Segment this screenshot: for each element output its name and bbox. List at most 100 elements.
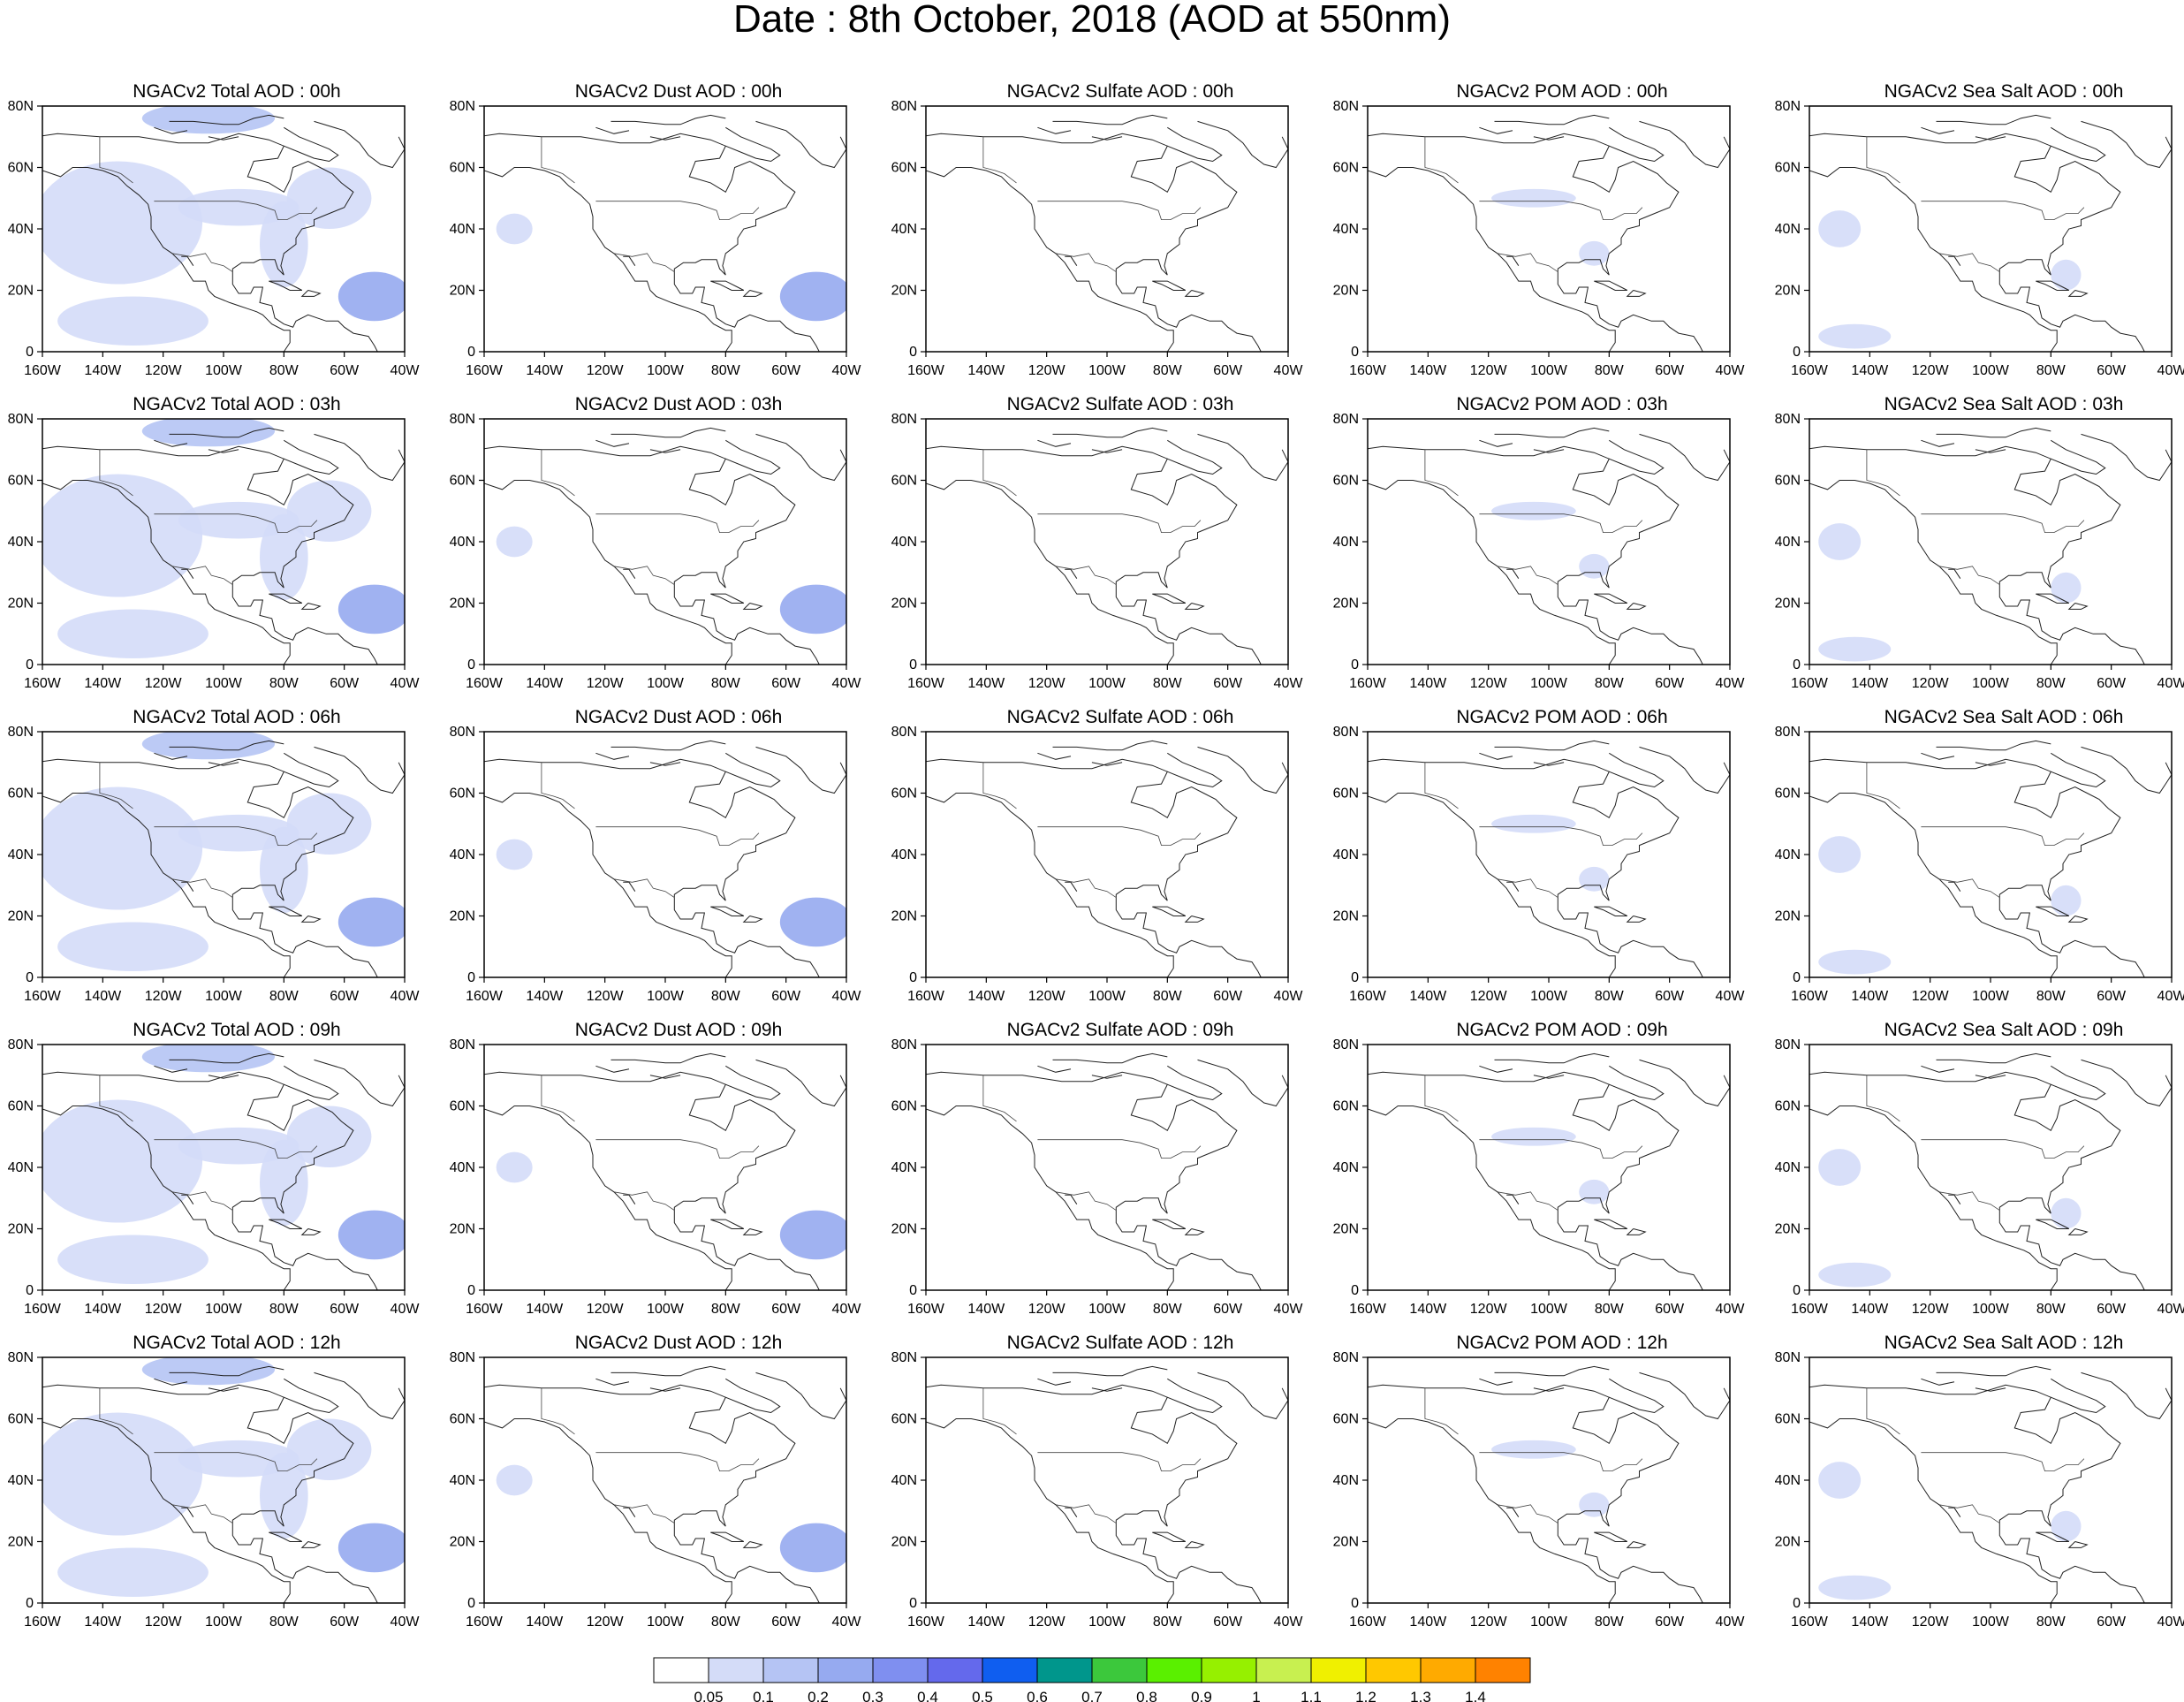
coastline [1184, 916, 1205, 923]
coastline [1167, 1065, 1223, 1101]
lon-tick-label: 40W [1716, 989, 1746, 1004]
lon-tick-label: 140W [84, 676, 122, 691]
coastline [1809, 758, 2145, 977]
coastline [2051, 1065, 2106, 1101]
coastline [1594, 1531, 1628, 1542]
coastline [1506, 568, 1520, 579]
lat-tick-label: 0 [26, 657, 34, 672]
country-border [1921, 513, 2085, 533]
country-border [99, 1075, 133, 1122]
map-panel: NGACv2 Dust AOD : 12h 0 20N 40N 60N 80N 160W 14… [450, 1333, 873, 1638]
map-plot: 0 20N 40N 60N 80N 160W 140W 120W 100W 80W 60W 40W [1333, 725, 1746, 1004]
lat-tick-label: 0 [1793, 1596, 1801, 1611]
map-panel: NGACv2 Sea Salt AOD : 03h 0 20N 40N 60N 80N 16… [1775, 394, 2184, 700]
aod-region [337, 584, 405, 634]
lat-tick-label: 60N [891, 1412, 917, 1427]
coastline [1184, 603, 1205, 610]
colorbar-label: 0.9 [1191, 1689, 1212, 1702]
panel-title: NGACv2 Total AOD : 12h [133, 1333, 341, 1353]
colorbar-label: 0.7 [1081, 1689, 1103, 1702]
map-plot: 0 20N 40N 60N 80N 160W 140W 120W 100W 80W 60W 40W [1333, 412, 1746, 691]
coastline [1626, 916, 1647, 923]
country-border [1055, 566, 1117, 585]
aod-region [1818, 1262, 1892, 1288]
coastline [1921, 126, 1955, 134]
aod-region [1818, 836, 1862, 873]
lon-tick-label: 160W [907, 1302, 945, 1317]
aod-region [1818, 1462, 1862, 1499]
coastline [484, 1418, 732, 1603]
coastline [269, 280, 303, 291]
aod-region [779, 584, 846, 634]
lon-tick-label: 80W [1595, 989, 1625, 1004]
panel-title: NGACv2 POM AOD : 03h [1456, 394, 1668, 414]
lat-tick-label: 40N [891, 535, 917, 550]
country-border [171, 566, 233, 585]
lon-tick-label: 100W [1530, 1615, 1568, 1630]
lat-tick-label: 40N [1775, 1160, 1801, 1175]
lon-tick-label: 60W [2097, 363, 2127, 378]
lon-tick-label: 80W [711, 989, 741, 1004]
lat-tick-label: 40N [891, 1160, 917, 1175]
coastline [1626, 1541, 1647, 1548]
country-border [595, 201, 760, 220]
lon-tick-label: 160W [466, 676, 504, 691]
lon-tick-label: 140W [967, 363, 1005, 378]
lon-tick-label: 100W [1088, 676, 1126, 691]
country-border [171, 1191, 233, 1211]
lat-tick-label: 0 [1351, 970, 1359, 985]
lon-tick-label: 80W [711, 1302, 741, 1317]
aod-region [57, 1235, 209, 1285]
lon-tick-label: 40W [832, 676, 862, 691]
lon-tick-label: 140W [1851, 363, 1889, 378]
lon-tick-label: 100W [205, 363, 243, 378]
coastline [1639, 746, 1730, 794]
coastline [623, 881, 636, 892]
lat-tick-label: 60N [450, 1099, 475, 1114]
country-border [171, 1504, 233, 1523]
lat-tick-label: 0 [1793, 657, 1801, 672]
coastline [1809, 1384, 2145, 1603]
lon-tick-label: 40W [391, 989, 421, 1004]
country-border [1497, 566, 1558, 585]
lon-tick-label: 100W [1530, 363, 1568, 378]
coastline [1479, 752, 1513, 760]
lon-tick-label: 120W [1470, 363, 1508, 378]
coastline [742, 916, 763, 923]
map-panel: NGACv2 POM AOD : 12h 0 20N 40N 60N 80N 160W 140… [1333, 1333, 1756, 1638]
coastline [1975, 449, 2006, 453]
coastline [1533, 1075, 1565, 1079]
lon-tick-label: 100W [647, 363, 685, 378]
aod-region [57, 922, 209, 972]
colorbar-box [653, 1657, 709, 1683]
map-plot: 0 20N 40N 60N 80N 160W 140W 120W 100W 80W 60W 40W [8, 99, 421, 378]
panel-title: NGACv2 POM AOD : 09h [1456, 1020, 1668, 1040]
coastline [300, 1541, 322, 1548]
country-border [1424, 136, 1459, 184]
aod-region [260, 513, 308, 601]
lat-tick-label: 40N [1333, 1160, 1359, 1175]
lat-tick-label: 0 [1793, 1283, 1801, 1298]
coastline [623, 1507, 636, 1517]
lat-tick-label: 40N [1333, 847, 1359, 862]
lat-tick-label: 80N [1333, 1037, 1359, 1052]
lon-tick-label: 140W [526, 989, 564, 1004]
coastline [595, 1065, 630, 1073]
lon-tick-label: 160W [907, 363, 945, 378]
lon-tick-label: 100W [1972, 1302, 2010, 1317]
colorbar-label: 1 [1252, 1689, 1260, 1702]
country-border [99, 136, 133, 184]
aod-region [42, 1412, 203, 1536]
coastline [1594, 280, 1628, 291]
lat-tick-label: 20N [1775, 1535, 1801, 1550]
lon-tick-label: 80W [2036, 676, 2066, 691]
lon-tick-label: 40W [832, 1615, 862, 1630]
lon-tick-label: 120W [145, 989, 183, 1004]
lat-tick-label: 20N [1333, 596, 1359, 612]
coastline [1197, 1059, 1288, 1107]
country-border [982, 136, 1017, 184]
lon-tick-label: 160W [1791, 1302, 1829, 1317]
aod-region [496, 213, 533, 245]
map-panel: NGACv2 Sulfate AOD : 00h 0 20N 40N 60N 80N 160… [891, 81, 1315, 387]
coastline [649, 762, 681, 766]
